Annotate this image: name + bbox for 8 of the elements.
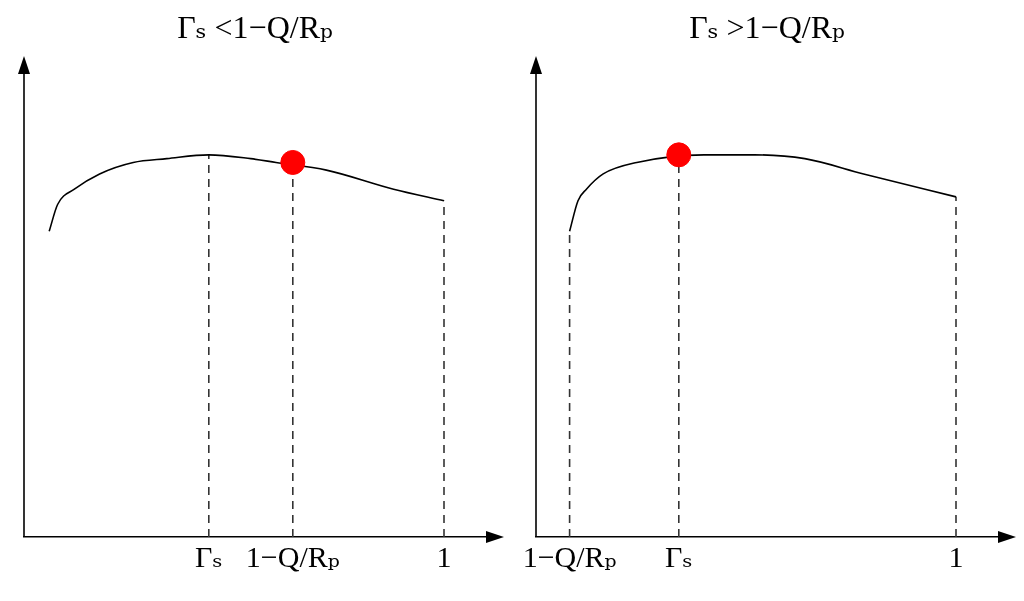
chart-title: Γₛ <1−Q/Rₚ (177, 8, 333, 45)
x-tick-label: 1 (948, 539, 964, 573)
chart-title: Γₛ >1−Q/Rₚ (689, 8, 845, 45)
x-tick-label: Γₛ (665, 539, 693, 573)
x-tick-label: 1 (436, 539, 452, 573)
x-tick-label: Γₛ (195, 539, 223, 573)
x-tick-label: 1−Q/Rₚ (245, 539, 340, 573)
x-tick-label: 1−Q/Rₚ (522, 539, 617, 573)
